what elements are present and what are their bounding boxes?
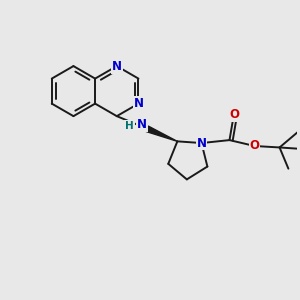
Text: O: O: [250, 140, 260, 152]
Text: O: O: [229, 108, 239, 121]
Text: N: N: [112, 60, 122, 73]
Text: N: N: [134, 97, 143, 110]
Text: H: H: [125, 121, 134, 131]
Text: N: N: [137, 118, 147, 131]
Text: N: N: [196, 136, 206, 149]
Polygon shape: [146, 126, 177, 141]
